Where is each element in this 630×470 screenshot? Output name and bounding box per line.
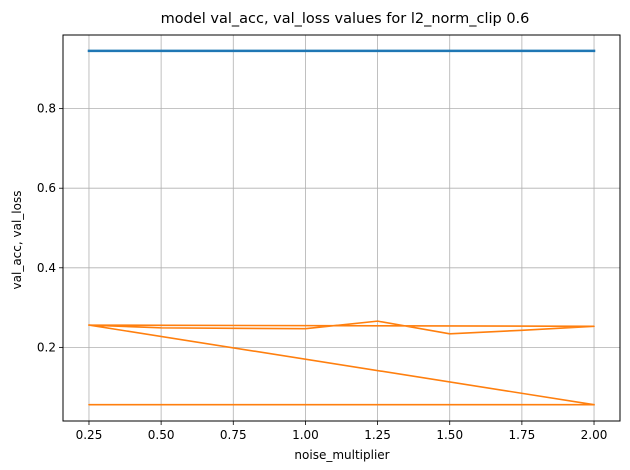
y-tick-label: 0.2	[37, 340, 56, 354]
y-axis-ticks: 0.2 0.4 0.6 0.8	[37, 102, 63, 354]
plot-frame	[62, 34, 621, 422]
x-tick-label: 2.00	[581, 428, 608, 442]
x-tick-label: 0.75	[220, 428, 247, 442]
grid-lines	[63, 35, 620, 421]
x-tick-label: 1.25	[364, 428, 391, 442]
y-tick-label: 0.6	[37, 181, 56, 195]
series-group	[87, 49, 596, 406]
x-axis-ticks: 0.25 0.50 0.75 1.00 1.25 1.50 1.75 2.00	[76, 421, 608, 442]
x-axis-label: noise_multiplier	[294, 448, 389, 462]
y-tick-label: 0.4	[37, 261, 56, 275]
x-tick-label: 1.75	[509, 428, 536, 442]
x-tick-label: 1.00	[292, 428, 319, 442]
y-axis-label: val_acc, val_loss	[10, 191, 24, 290]
x-tick-label: 1.50	[436, 428, 463, 442]
x-tick-label: 0.50	[148, 428, 175, 442]
series-line-2	[88, 320, 595, 406]
x-tick-label: 0.25	[76, 428, 103, 442]
y-tick-label: 0.8	[37, 102, 56, 116]
chart-title: model val_acc, val_loss values for l2_no…	[161, 11, 530, 27]
